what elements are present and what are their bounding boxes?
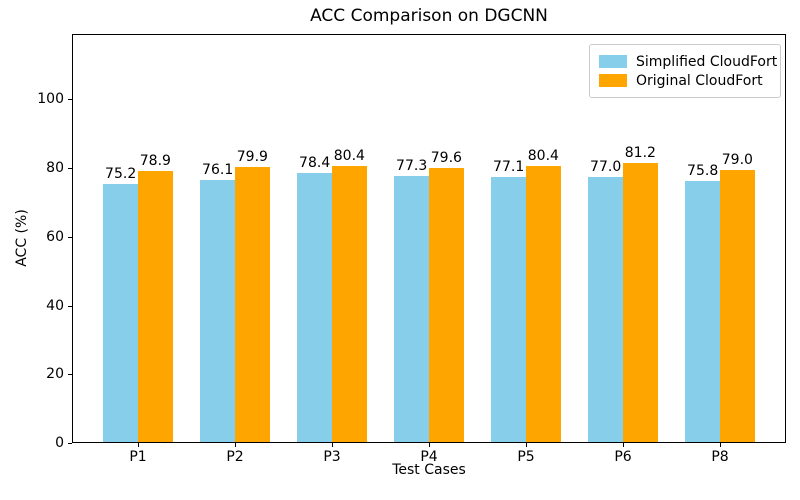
bar-original-cloudfort xyxy=(623,162,658,442)
bar-value-label: 75.2 xyxy=(105,166,137,182)
bar-value-label: 78.9 xyxy=(139,153,171,169)
x-tick-mark xyxy=(332,443,333,447)
bar-value-label: 77.0 xyxy=(590,159,622,175)
x-tick-label: P2 xyxy=(226,449,244,465)
x-tick-label: P5 xyxy=(517,449,535,465)
bar-value-label: 77.1 xyxy=(493,159,525,175)
bar-simplified-cloudfort xyxy=(103,183,138,442)
x-tick-label: P4 xyxy=(420,449,438,465)
y-tick-label: 60 xyxy=(46,229,64,245)
legend-label: Original CloudFort xyxy=(636,72,763,89)
x-tick-label: P8 xyxy=(711,449,729,465)
bar-original-cloudfort xyxy=(332,165,367,442)
y-tick-mark xyxy=(68,237,72,238)
legend-swatch xyxy=(599,55,627,68)
y-tick-label: 40 xyxy=(46,298,64,314)
y-tick-label: 20 xyxy=(46,366,64,382)
y-tick-mark xyxy=(68,443,72,444)
bar-simplified-cloudfort xyxy=(200,180,235,442)
bar-value-label: 79.9 xyxy=(236,149,268,165)
bar-value-label: 78.4 xyxy=(299,155,331,171)
bar-original-cloudfort xyxy=(138,170,173,442)
x-tick-label: P1 xyxy=(129,449,147,465)
x-tick-mark xyxy=(235,443,236,447)
legend-item: Original CloudFort xyxy=(599,71,770,90)
bar-original-cloudfort xyxy=(429,168,464,442)
bar-value-label: 77.3 xyxy=(396,158,428,174)
bar-original-cloudfort xyxy=(235,167,270,442)
y-tick-mark xyxy=(68,99,72,100)
x-axis-label: Test Cases xyxy=(392,462,466,478)
legend-swatch xyxy=(599,74,627,87)
bar-original-cloudfort xyxy=(720,170,755,442)
x-tick-label: P6 xyxy=(614,449,632,465)
y-tick-mark xyxy=(68,306,72,307)
bar-simplified-cloudfort xyxy=(297,172,332,442)
x-tick-mark xyxy=(720,443,721,447)
y-tick-mark xyxy=(68,168,72,169)
bar-value-label: 75.8 xyxy=(687,163,719,179)
legend-item: Simplified CloudFort xyxy=(599,52,777,71)
x-tick-label: P3 xyxy=(323,449,341,465)
bar-simplified-cloudfort xyxy=(588,177,623,442)
bar-simplified-cloudfort xyxy=(685,181,720,442)
y-tick-label: 0 xyxy=(55,435,64,451)
y-tick-label: 100 xyxy=(37,91,64,107)
legend: Simplified CloudFort Original CloudFort xyxy=(589,44,781,98)
bar-value-label: 79.0 xyxy=(721,152,753,168)
legend-label: Simplified CloudFort xyxy=(636,53,778,70)
bar-value-label: 80.4 xyxy=(333,148,365,164)
x-tick-mark xyxy=(623,443,624,447)
bar-value-label: 76.1 xyxy=(202,162,234,178)
y-tick-label: 80 xyxy=(46,160,64,176)
x-tick-mark xyxy=(138,443,139,447)
x-tick-mark xyxy=(429,443,430,447)
x-tick-mark xyxy=(526,443,527,447)
plot-area xyxy=(72,34,786,443)
bar-value-label: 79.6 xyxy=(430,150,462,166)
bar-value-label: 80.4 xyxy=(527,148,559,164)
bar-simplified-cloudfort xyxy=(491,177,526,442)
bar-value-label: 81.2 xyxy=(624,145,656,161)
bar-original-cloudfort xyxy=(526,165,561,442)
y-tick-mark xyxy=(68,374,72,375)
chart-title: ACC Comparison on DGCNN xyxy=(310,6,548,26)
bar-simplified-cloudfort xyxy=(394,176,429,442)
